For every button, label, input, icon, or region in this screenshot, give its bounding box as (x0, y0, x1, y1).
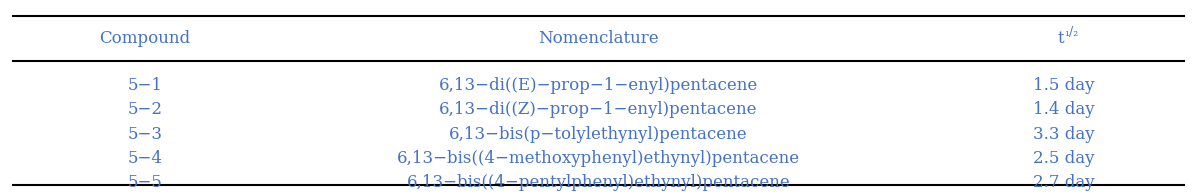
Text: 6,13−bis((4−methoxyphenyl)ethynyl)pentacene: 6,13−bis((4−methoxyphenyl)ethynyl)pentac… (397, 150, 800, 167)
Text: 1.4 day: 1.4 day (1033, 101, 1095, 119)
Text: 5−2: 5−2 (127, 101, 163, 119)
Text: 6,13−bis(p−tolylethynyl)pentacene: 6,13−bis(p−tolylethynyl)pentacene (449, 126, 748, 143)
Text: 6,13−di((Z)−prop−1−enyl)pentacene: 6,13−di((Z)−prop−1−enyl)pentacene (439, 101, 758, 119)
Text: 5−1: 5−1 (127, 77, 163, 94)
Text: 2.5 day: 2.5 day (1033, 150, 1095, 167)
Text: 3.3 day: 3.3 day (1033, 126, 1095, 143)
Text: Compound: Compound (99, 30, 190, 47)
Text: t: t (1058, 30, 1064, 47)
Text: 5−4: 5−4 (127, 150, 163, 167)
Text: 2.7 day: 2.7 day (1033, 174, 1095, 191)
Text: 1.5 day: 1.5 day (1033, 77, 1095, 94)
Text: ₁/₂: ₁/₂ (1064, 26, 1078, 39)
Text: 5−5: 5−5 (127, 174, 162, 191)
Text: 6,13−bis((4−pentylphenyl)ethynyl)pentacene: 6,13−bis((4−pentylphenyl)ethynyl)pentace… (407, 174, 790, 191)
Text: 5−3: 5−3 (127, 126, 163, 143)
Text: Nomenclature: Nomenclature (539, 30, 658, 47)
Text: 6,13−di((E)−prop−1−enyl)pentacene: 6,13−di((E)−prop−1−enyl)pentacene (439, 77, 758, 94)
